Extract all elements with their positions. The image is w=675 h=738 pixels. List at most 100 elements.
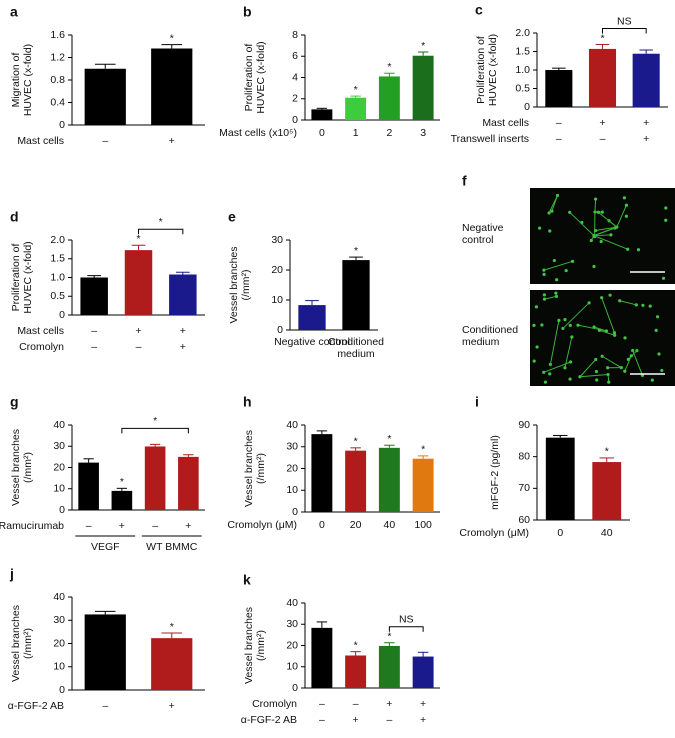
vessel — [562, 302, 590, 329]
cell — [547, 211, 551, 215]
cell — [607, 380, 611, 384]
x-tick-label: 3 — [420, 127, 426, 139]
y-tick-label: 6 — [292, 50, 298, 62]
y-axis-label: Vessel branches — [228, 246, 240, 323]
y-tick-label: 0 — [277, 324, 283, 336]
x-axis-label: Cromolyn (μM) — [459, 527, 529, 539]
significance-mark: * — [136, 233, 140, 245]
group-label: VEGF — [91, 541, 120, 553]
bar — [545, 70, 573, 107]
vessel — [601, 297, 615, 333]
bracket-label: NS — [617, 15, 632, 27]
y-axis-label: Proliferation of — [10, 244, 22, 312]
cell — [542, 272, 546, 276]
x-tick-label: 1 — [353, 127, 359, 139]
vessel — [593, 234, 611, 237]
y-axis-label: Vessel branches — [10, 605, 22, 682]
bar — [378, 645, 400, 688]
cell — [538, 226, 542, 230]
significance-mark: * — [387, 631, 391, 643]
y-tick-label: 1.6 — [50, 29, 65, 41]
cell — [624, 203, 629, 207]
condition-sign: – — [102, 700, 108, 712]
bar — [124, 250, 153, 315]
cell — [655, 315, 660, 319]
vessel — [577, 324, 607, 332]
bar — [345, 450, 367, 512]
condition-sign: + — [599, 117, 605, 129]
y-tick-label: 10 — [53, 661, 65, 673]
y-tick-label: 30 — [53, 440, 65, 452]
cell — [594, 369, 599, 374]
cell — [534, 305, 538, 309]
bar — [342, 260, 370, 330]
vessel — [569, 211, 595, 236]
condition-sign: – — [556, 133, 562, 145]
condition-sign: – — [600, 133, 606, 145]
condition-sign: + — [643, 133, 649, 145]
condition-sign: – — [556, 117, 562, 129]
x-tick-label: Negative control — [274, 336, 350, 348]
y-tick-label: 90 — [518, 419, 530, 431]
x-tick-label-box: Conditioned medium — [328, 336, 384, 360]
y-axis-label: (/mm²) — [255, 453, 267, 484]
cell — [597, 328, 602, 332]
image-caption-box: Negative control — [462, 222, 503, 246]
y-tick-label: 2 — [292, 93, 298, 105]
significance-mark: * — [354, 84, 358, 96]
panel-label: e — [228, 209, 236, 225]
cell — [542, 293, 546, 297]
y-tick-label: 0.8 — [50, 74, 65, 86]
y-tick-label: 40 — [286, 597, 298, 609]
condition-sign: + — [643, 117, 649, 129]
cell — [543, 380, 548, 384]
condition-sign: + — [169, 135, 175, 147]
cell — [568, 210, 572, 214]
cell — [548, 372, 552, 376]
y-tick-label: 1.0 — [515, 64, 530, 76]
x-tick-label: 0 — [319, 519, 325, 531]
condition-label: Mast cells — [17, 135, 64, 147]
condition-label: Transwell inserts — [451, 133, 529, 145]
y-axis-label: mFGF-2 (pg/ml) — [489, 435, 501, 510]
x-tick-label: 2 — [386, 127, 392, 139]
panel-label: g — [10, 394, 19, 410]
cell — [542, 370, 546, 374]
bar — [345, 97, 367, 120]
y-axis-label: Proliferation of — [475, 36, 487, 104]
bar — [151, 48, 193, 125]
x-tick-label: 100 — [414, 519, 432, 531]
panel-label: f — [462, 173, 467, 189]
y-axis-label: HUVEC (x-fold) — [487, 34, 499, 106]
condition-sign: + — [135, 325, 141, 337]
panel-label: j — [9, 566, 14, 582]
x-tick-label-box: Negative control — [274, 336, 350, 348]
y-axis-label: (/mm²) — [240, 270, 252, 301]
image-caption: Conditioned medium — [462, 324, 519, 348]
significance-mark: * — [600, 32, 604, 44]
bar — [298, 305, 326, 330]
cell — [576, 323, 580, 327]
y-tick-label: 20 — [286, 639, 298, 651]
significance-mark: * — [354, 245, 358, 257]
cell — [595, 378, 599, 382]
vessel — [593, 326, 607, 332]
cell — [532, 359, 536, 363]
cell — [623, 336, 627, 340]
bar — [412, 458, 434, 512]
cell — [600, 296, 604, 300]
cell — [648, 304, 652, 308]
y-tick-label: 20 — [53, 637, 65, 649]
group-label: WT BMMC — [146, 541, 198, 553]
bar — [412, 55, 434, 120]
y-tick-label: 0 — [59, 119, 65, 131]
cell — [548, 229, 552, 233]
significance-mark: * — [120, 476, 124, 488]
cell — [612, 331, 617, 335]
y-tick-label: 20 — [53, 461, 65, 473]
cell — [654, 328, 658, 333]
bar — [84, 68, 126, 125]
vessel — [632, 350, 643, 376]
y-tick-label: 20 — [271, 264, 283, 276]
vessel — [543, 260, 573, 271]
